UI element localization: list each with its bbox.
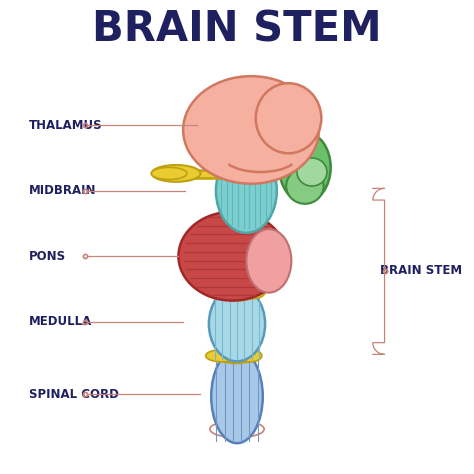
Ellipse shape	[163, 169, 171, 177]
Ellipse shape	[279, 132, 331, 202]
Ellipse shape	[152, 165, 201, 182]
Ellipse shape	[297, 158, 327, 186]
Text: BRAIN STEM: BRAIN STEM	[380, 264, 462, 277]
Text: SPINAL CORD: SPINAL CORD	[28, 388, 118, 401]
Ellipse shape	[216, 149, 277, 233]
Ellipse shape	[211, 350, 263, 443]
Ellipse shape	[151, 167, 187, 180]
Ellipse shape	[209, 287, 265, 361]
Ellipse shape	[206, 350, 238, 362]
Text: PONS: PONS	[28, 250, 66, 263]
Text: BRAIN STEM: BRAIN STEM	[92, 9, 382, 50]
Ellipse shape	[183, 76, 319, 184]
Ellipse shape	[216, 284, 258, 301]
Ellipse shape	[217, 348, 256, 363]
Ellipse shape	[238, 350, 262, 362]
Ellipse shape	[204, 286, 240, 299]
Ellipse shape	[178, 212, 286, 301]
Text: THALAMUS: THALAMUS	[28, 119, 102, 132]
Ellipse shape	[239, 286, 265, 299]
Ellipse shape	[256, 83, 321, 153]
Ellipse shape	[286, 168, 324, 204]
Text: MIDBRAIN: MIDBRAIN	[28, 184, 96, 197]
Polygon shape	[167, 170, 251, 178]
Text: MEDULLA: MEDULLA	[28, 315, 92, 328]
Ellipse shape	[246, 229, 292, 292]
